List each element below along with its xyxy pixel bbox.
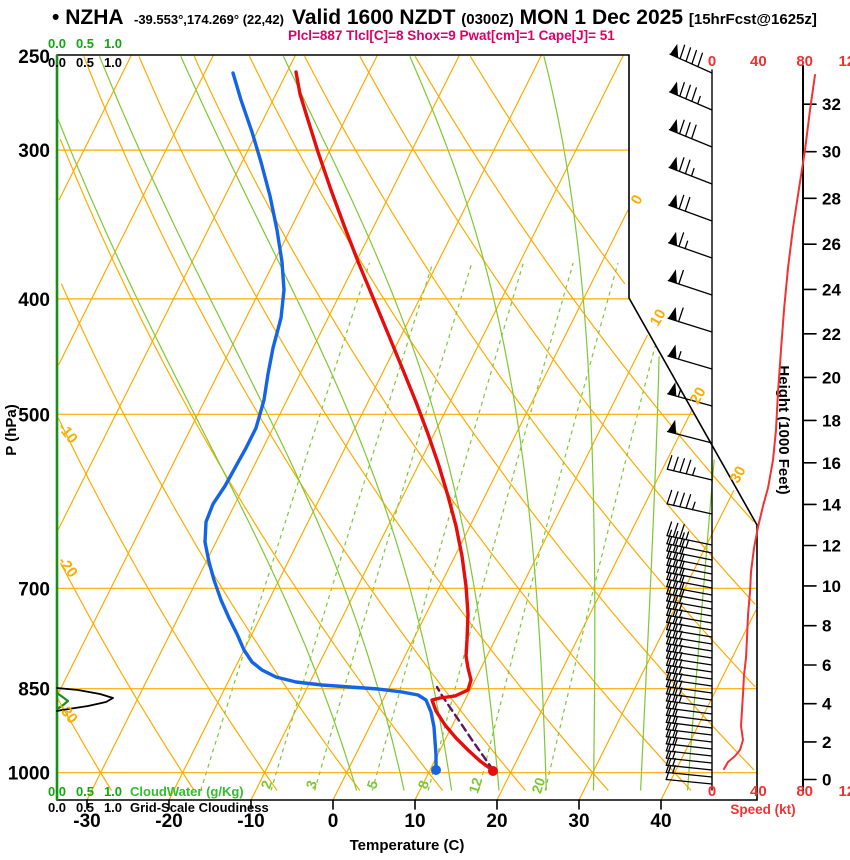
svg-text:20: 20 [822, 368, 841, 387]
svg-text:250: 250 [18, 47, 50, 68]
svg-text:40: 40 [750, 53, 767, 70]
svg-text:-10: -10 [237, 811, 264, 832]
moist-adiabat-lines [57, 56, 715, 791]
svg-text:8: 8 [822, 617, 831, 636]
mixing-ratio-lines [200, 262, 656, 791]
svg-text:20: 20 [528, 775, 548, 795]
svg-text:0.0: 0.0 [48, 55, 66, 70]
svg-text:1.0: 1.0 [104, 800, 122, 815]
svg-text:6: 6 [822, 656, 831, 675]
temperature-axis: -30 -20 -10 0 10 20 30 40 Temperature (C) [73, 799, 672, 854]
svg-text:40: 40 [750, 783, 767, 800]
svg-text:0: 0 [628, 192, 647, 208]
svg-text:Temperature (C): Temperature (C) [350, 837, 465, 854]
svg-text:80: 80 [796, 783, 813, 800]
valid-zulu: (0300Z) [461, 11, 514, 28]
svg-text:-20: -20 [155, 811, 182, 832]
svg-text:CloudWater (g/Kg): CloudWater (g/Kg) [130, 784, 244, 799]
svg-text:12: 12 [822, 536, 841, 555]
temperature-curve [294, 70, 493, 771]
svg-text:20: 20 [486, 811, 507, 832]
svg-text:400: 400 [18, 290, 50, 311]
svg-text:24: 24 [822, 280, 841, 299]
svg-text:28: 28 [822, 189, 841, 208]
svg-text:300: 300 [18, 141, 50, 162]
station-coordinates: -39.553°,174.269° (22,42) [134, 12, 284, 27]
speed-axis: 0040408080120120Speed (kt) [708, 53, 850, 817]
surface-dots [431, 765, 498, 776]
svg-text:120: 120 [838, 53, 850, 70]
svg-text:0.0: 0.0 [48, 784, 66, 799]
surface-temp-dot [488, 766, 498, 776]
svg-text:-30: -30 [73, 811, 100, 832]
svg-text:16: 16 [822, 454, 841, 473]
svg-text:10: 10 [404, 811, 425, 832]
bullet-icon: • [52, 6, 60, 29]
svg-text:0.0: 0.0 [48, 36, 66, 51]
svg-text:0.5: 0.5 [76, 55, 94, 70]
wind-speed-curve [723, 74, 816, 770]
dewpoint-curve [203, 71, 438, 767]
dry-adiabat-lines [56, 55, 756, 791]
svg-text:80: 80 [796, 53, 813, 70]
svg-text:8: 8 [414, 778, 432, 791]
svg-text:4: 4 [822, 695, 832, 714]
svg-text:0.5: 0.5 [76, 784, 94, 799]
svg-text:2: 2 [822, 733, 831, 752]
svg-text:22: 22 [822, 325, 841, 344]
station-id: NZHA [65, 6, 124, 29]
parcel-path-dashed [435, 685, 495, 772]
svg-text:32: 32 [822, 95, 841, 114]
svg-text:14: 14 [822, 495, 841, 514]
forecast-hour: [15hrFcst@1625z] [688, 11, 817, 28]
svg-text:20: 20 [687, 384, 710, 407]
cloud-scales: 0.00.00.00.00.50.50.50.51.01.01.01.0Clou… [48, 36, 269, 815]
svg-text:0: 0 [708, 783, 716, 800]
svg-text:0.5: 0.5 [76, 36, 94, 51]
svg-text:1.0: 1.0 [104, 784, 122, 799]
plot-frame [55, 54, 758, 801]
svg-text:1.0: 1.0 [104, 36, 122, 51]
valid-time-title: Valid 1600 NZDT (0300Z) MON 1 Dec 2025 [… [292, 6, 817, 29]
wind-barbs [665, 43, 713, 791]
svg-text:30: 30 [568, 811, 589, 832]
svg-text:12: 12 [465, 775, 485, 795]
svg-text:10: 10 [647, 306, 670, 329]
svg-text:30: 30 [727, 463, 750, 486]
svg-text:1.0: 1.0 [104, 55, 122, 70]
svg-text:0: 0 [708, 53, 716, 70]
surface-dewpoint-dot [431, 765, 441, 775]
svg-text:1000: 1000 [8, 764, 50, 785]
grid-scale-cloudiness-profile [56, 687, 114, 712]
svg-text:P (hPa): P (hPa) [3, 404, 20, 455]
svg-text:Grid-Scale Cloudiness: Grid-Scale Cloudiness [130, 800, 269, 815]
svg-text:0.0: 0.0 [48, 800, 66, 815]
pressure-gridlines [56, 149, 758, 774]
svg-text:18: 18 [822, 411, 841, 430]
svg-text:120: 120 [838, 783, 850, 800]
svg-text:850: 850 [18, 680, 50, 701]
svg-text:Speed (kt): Speed (kt) [730, 802, 795, 817]
svg-text:2: 2 [257, 778, 275, 791]
svg-text:40: 40 [650, 811, 671, 832]
svg-text:Height (1000 Feet): Height (1000 Feet) [775, 365, 792, 494]
svg-text:0.5: 0.5 [76, 800, 94, 815]
station-title: • NZHA [52, 6, 124, 30]
pressure-axis-labels: 250 300 400 500 700 850 1000 P (hPa) [3, 47, 50, 785]
svg-text:30: 30 [822, 143, 841, 162]
cloudwater-profile [55, 691, 70, 711]
svg-text:700: 700 [18, 579, 50, 600]
svg-text:26: 26 [822, 235, 841, 254]
svg-text:10: 10 [822, 577, 841, 596]
svg-text:0: 0 [328, 811, 339, 832]
stability-indices: Plcl=887 Tlcl[C]=8 Shox=9 Pwat[cm]=1 Cap… [288, 28, 615, 43]
svg-text:500: 500 [18, 405, 50, 426]
svg-text:5: 5 [363, 778, 381, 791]
svg-text:0: 0 [822, 771, 831, 790]
